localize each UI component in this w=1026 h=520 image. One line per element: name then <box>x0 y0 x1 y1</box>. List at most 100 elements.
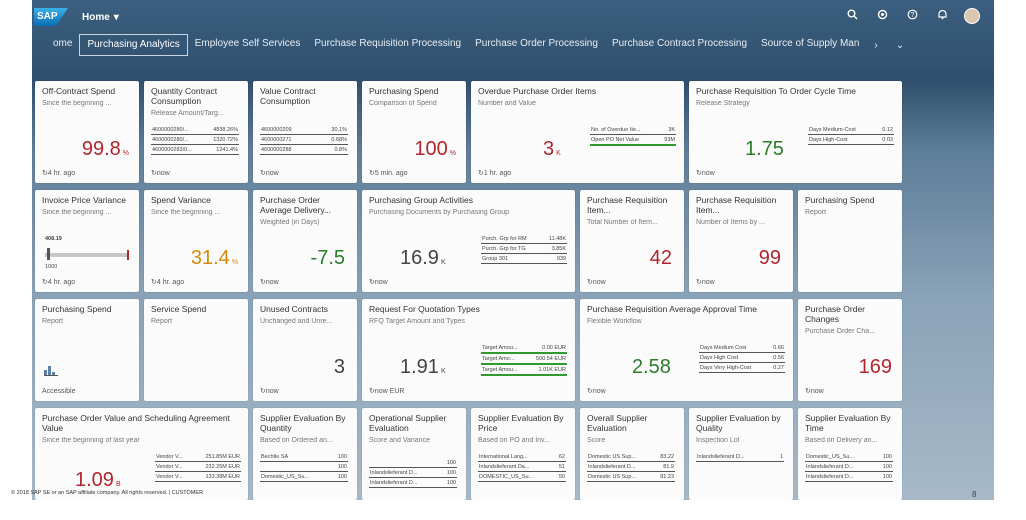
notification-icon[interactable] <box>934 9 950 23</box>
kpi-value: 31.4% <box>190 247 238 269</box>
tile-pr-to-order-cycle-time[interactable]: Purchase Requisition To Order Cycle Time… <box>689 81 902 183</box>
tile-subtitle: Total Number of Item... <box>587 219 658 226</box>
comparison-list: Bechtle SA 100 100 Domestic_US_Su... 100 <box>260 454 348 482</box>
tile-title: Supplier Evaluation By Time <box>805 413 891 433</box>
chevron-right-icon[interactable]: › <box>874 39 878 51</box>
tile-title: Value Contract Consumption <box>260 86 316 106</box>
overflow-menu-icon[interactable]: ⌄ <box>895 39 905 51</box>
tile-off-contract-spend[interactable]: Off-Contract Spend Since the beginning .… <box>35 81 139 183</box>
kpi-value: 1.75 <box>745 138 784 160</box>
tile-title: Supplier Evaluation By Price <box>478 413 564 433</box>
tile-subtitle: Since the beginning ... <box>151 209 221 216</box>
refresh-timestamp: ↻now <box>587 279 606 286</box>
tile-unused-contracts[interactable]: Unused Contracts Unchanged and Unre... 3… <box>253 299 357 401</box>
refresh-timestamp: ↻now <box>260 170 279 177</box>
settings-icon[interactable] <box>874 9 890 23</box>
tile-supplier-eval-price[interactable]: Supplier Evaluation By Price Based on PO… <box>471 408 575 500</box>
tile-subtitle: Based on PO and Inv... <box>478 437 550 444</box>
tile-purchasing-spend-report[interactable]: Purchasing Spend Report <box>798 190 902 292</box>
refresh-timestamp: ↻now EUR <box>369 388 405 395</box>
tile-supplier-eval-quality[interactable]: Supplier Evaluation by Quality Inspectio… <box>689 408 793 500</box>
tile-quantity-contract-consumption[interactable]: Quantity Contract Consumption Release Am… <box>144 81 248 183</box>
home-label: Home <box>82 11 110 23</box>
tile-overdue-purchase-order-items[interactable]: Overdue Purchase Order Items Number and … <box>471 81 684 183</box>
kpi-value: 1.09 B <box>75 469 121 491</box>
bullet-chart <box>45 248 129 260</box>
svg-text:?: ? <box>910 12 914 19</box>
tab-purchase-requisition-processing[interactable]: Purchase Requisition Processing <box>314 38 462 49</box>
tab-purchase-order-processing[interactable]: Purchase Order Processing <box>475 38 598 49</box>
tile-supplier-eval-time[interactable]: Supplier Evaluation By Time Based on Del… <box>798 408 902 500</box>
fiori-launchpad: SAP Home ▾ ? ome Purchasing Analytics Em… <box>32 0 994 500</box>
refresh-timestamp: ↻4 hr. ago <box>42 279 76 286</box>
page-number: 8 <box>972 490 977 499</box>
tile-rfq-types[interactable]: Request For Quotation Types RFQ Target A… <box>362 299 575 401</box>
bullet-actual-label: 408.19 <box>45 236 62 242</box>
comparison-list: 4600000209 30.1% 4600000271 0.68% 46000002… <box>260 127 348 155</box>
tile-operational-supplier-eval[interactable]: Operational Supplier Evaluation Score an… <box>362 408 466 500</box>
tile-title: Purchase Requisition Item... <box>696 195 777 215</box>
tile-title: Request For Quotation Types <box>369 304 480 314</box>
refresh-timestamp: ↻now <box>587 388 606 395</box>
tab-home[interactable]: ome <box>53 38 73 49</box>
user-avatar[interactable] <box>964 8 980 24</box>
kpi-value: -7.5 <box>310 247 345 269</box>
tile-pr-average-approval-time[interactable]: Purchase Requisition Average Approval Ti… <box>580 299 793 401</box>
tile-subtitle: Report <box>42 318 64 325</box>
comparison-list: 100 Inlandslieferant D... 100 Inlandslief… <box>369 460 457 488</box>
tile-subtitle: Purchasing Documents by Purchasing Group <box>369 209 510 216</box>
tile-overall-supplier-eval[interactable]: Overall Supplier Evaluation Score Domest… <box>580 408 684 500</box>
kpi-value: 99.8% <box>81 138 129 160</box>
tile-service-spend[interactable]: Service Spend Report <box>144 299 248 401</box>
tile-title: Spend Variance <box>151 195 211 205</box>
tile-value-contract-consumption[interactable]: Value Contract Consumption 4600000209 30.… <box>253 81 357 183</box>
tile-title: Service Spend <box>151 304 207 314</box>
kpi-value: 2.58 <box>632 356 671 378</box>
tile-pr-items-number[interactable]: Purchase Requisition Item... Number of I… <box>689 190 793 292</box>
kpi-value: 16.9 K <box>400 247 446 269</box>
tile-purchasing-group-activities[interactable]: Purchasing Group Activities Purchasing D… <box>362 190 575 292</box>
refresh-timestamp: ↻now <box>260 279 279 286</box>
tile-supplier-eval-quantity[interactable]: Supplier Evaluation By Quantity Based on… <box>253 408 357 500</box>
tile-purchase-order-changes[interactable]: Purchase Order Changes Purchase Order Ch… <box>798 299 902 401</box>
comparison-list: No. of Overdue Ite... 3K Open PO Net Valu… <box>590 127 676 148</box>
shell-bar: SAP Home ▾ ? <box>32 0 994 34</box>
tile-subtitle: Flexible Workflow <box>587 318 642 325</box>
tab-purchase-contract-processing[interactable]: Purchase Contract Processing <box>611 38 748 49</box>
tile-purchasing-spend-comparison[interactable]: Purchasing Spend Comparison of Spend 100… <box>362 81 466 183</box>
tile-purchasing-spend-accessible[interactable]: Purchasing Spend Report Accessible <box>35 299 139 401</box>
tab-purchasing-analytics[interactable]: Purchasing Analytics <box>79 34 188 56</box>
tile-spend-variance[interactable]: Spend Variance Since the beginning ... 3… <box>144 190 248 292</box>
tile-subtitle: Purchase Order Cha... <box>805 328 876 335</box>
tile-title: Overall Supplier Evaluation <box>587 413 648 433</box>
refresh-timestamp: ↻now <box>805 388 824 395</box>
kpi-value: 169 <box>858 356 892 378</box>
comparison-list: International Lang... 62 Inlandslieferant… <box>478 454 566 482</box>
tile-title: Quantity Contract Consumption <box>151 86 218 106</box>
tile-subtitle: Unchanged and Unre... <box>260 318 333 325</box>
tab-source-of-supply[interactable]: Source of Supply Man <box>761 38 860 49</box>
tile-title: Supplier Evaluation By Quantity <box>260 413 346 433</box>
tile-title: Purchase Requisition Average Approval Ti… <box>587 304 757 314</box>
tile-po-average-delivery[interactable]: Purchase Order Average Delivery... Weigh… <box>253 190 357 292</box>
tile-title: Operational Supplier Evaluation <box>369 413 447 433</box>
search-icon[interactable] <box>844 9 860 23</box>
tile-subtitle: Score and Variance <box>369 437 430 444</box>
tile-invoice-price-variance[interactable]: Invoice Price Variance Since the beginni… <box>35 190 139 292</box>
tile-po-value-scheduling-agreement[interactable]: Purchase Order Value and Scheduling Agre… <box>35 408 248 500</box>
tile-subtitle: Since the beginning ... <box>42 209 112 216</box>
tab-employee-self-services[interactable]: Employee Self Services <box>194 38 301 49</box>
refresh-timestamp: ↻now <box>369 279 388 286</box>
tile-pr-items-total[interactable]: Purchase Requisition Item... Total Numbe… <box>580 190 684 292</box>
comparison-list: Purch. Grp for RM 11.48K Purch. Grp for T… <box>481 236 567 264</box>
help-icon[interactable]: ? <box>904 9 920 23</box>
refresh-timestamp: ↻now <box>696 170 715 177</box>
kpi-value: 1.91 K <box>400 356 446 378</box>
bullet-target-label: 1000 <box>45 264 58 270</box>
comparison-list: Domestic_US_Su... 100 Inlandslieferant D.… <box>805 454 893 482</box>
tile-subtitle: Release Strategy <box>696 100 750 107</box>
tile-subtitle: Inspection Lot <box>696 437 740 444</box>
home-menu[interactable]: Home ▾ <box>82 12 119 23</box>
report-chart-icon <box>44 363 58 381</box>
